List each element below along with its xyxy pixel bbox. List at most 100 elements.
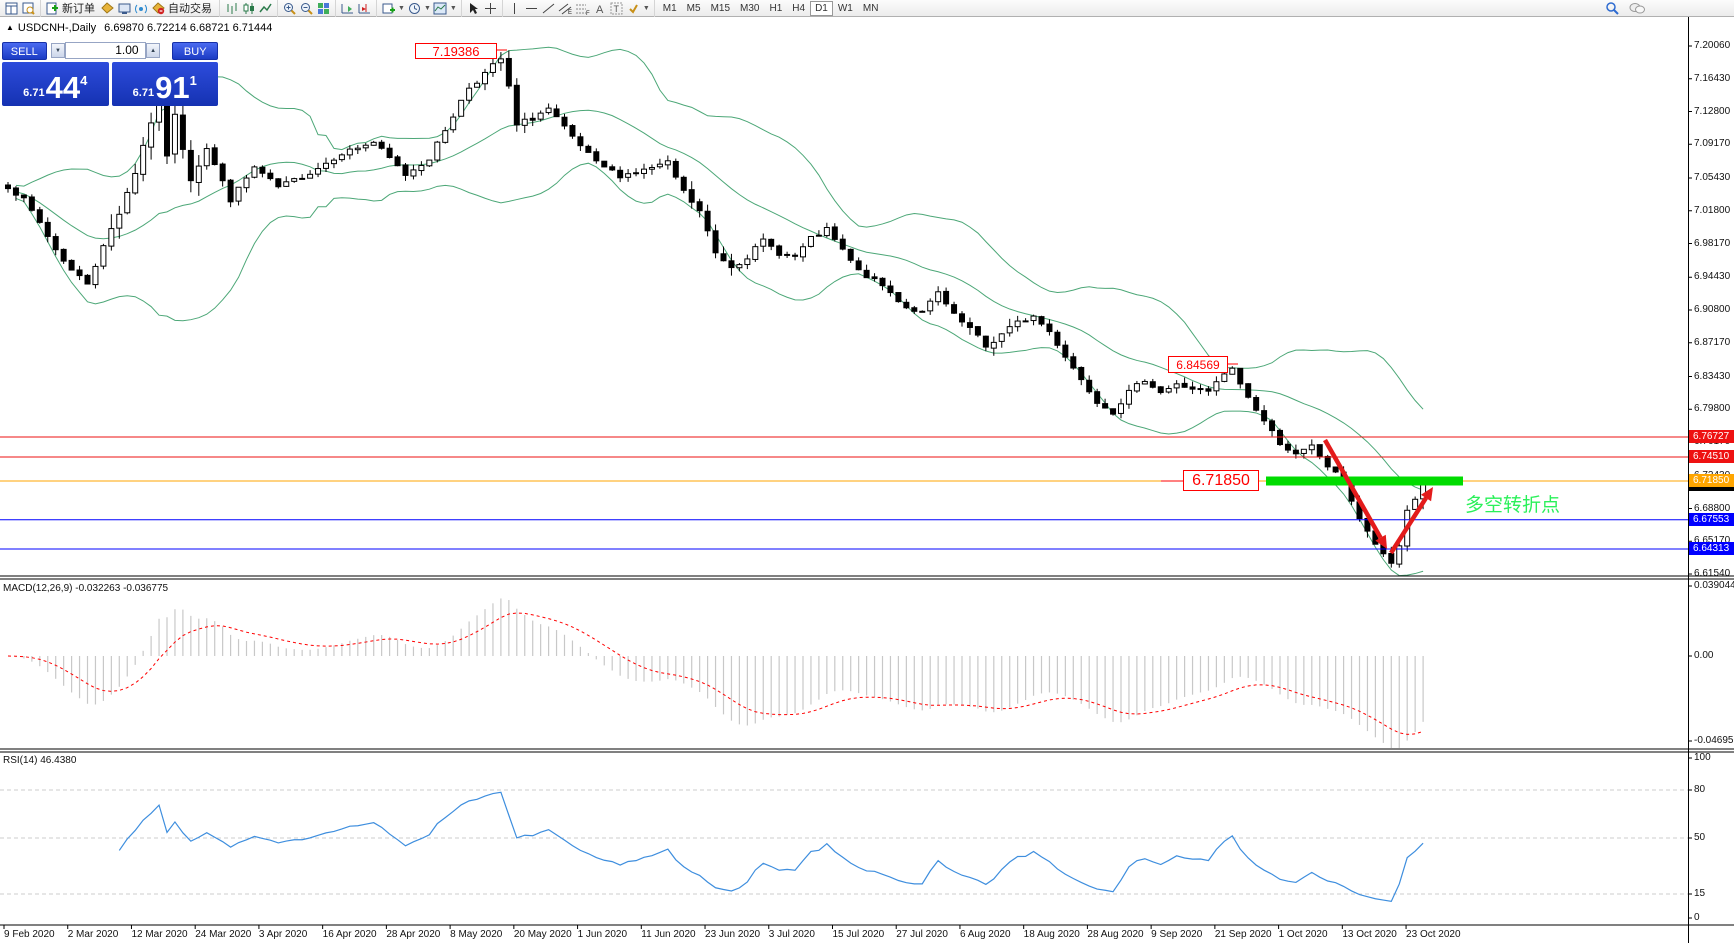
timeframe-m5[interactable]: M5 [686,2,701,14]
candle-bearish [728,260,735,269]
horizontal-line-icon[interactable] [523,1,540,16]
candle-bearish [1070,356,1077,369]
terminal-icon[interactable] [116,1,133,16]
candle-bearish [299,177,306,180]
candle-bullish [935,291,942,303]
timeframe-m1[interactable]: M1 [662,2,677,14]
candle-bullish [815,234,822,237]
tile-windows-icon[interactable] [315,1,332,16]
sell-button[interactable]: SELL [2,42,47,60]
candle-bearish [187,149,194,182]
line-chart-icon[interactable] [257,1,274,16]
timeframe-w1[interactable]: W1 [837,2,853,14]
candle-bullish [990,341,997,349]
candle-bullish [346,148,353,156]
support-zone-bar[interactable] [1266,476,1463,486]
candlestick-chart-icon[interactable] [240,1,257,16]
candle-bullish [354,147,361,151]
candle-bearish [378,141,385,149]
indicators-icon[interactable] [380,1,397,16]
timeframe-m15[interactable]: M15 [710,2,731,14]
svg-text:E: E [568,10,572,15]
text-icon[interactable]: A [591,1,608,16]
candle-bearish [1261,410,1268,422]
signals-icon[interactable] [133,1,150,16]
toolbar: 新订单 自动交易 ▼ ▼ ▼ E F A T ▼ M1 M [0,0,1734,17]
indicators-dropdown-caret[interactable]: ▼ [398,4,405,12]
candle-bullish [124,191,131,214]
periods-dropdown-caret[interactable]: ▼ [423,4,431,12]
metaeditor-icon[interactable] [99,1,116,16]
vertical-line-icon[interactable] [506,1,523,16]
candle-bearish [52,236,59,251]
candle-bearish [386,147,393,159]
svg-text:F: F [586,11,590,15]
candle-bullish [362,144,369,149]
templates-icon[interactable] [432,1,449,16]
arrows-dropdown-caret[interactable]: ▼ [642,4,650,12]
periods-icon[interactable] [406,1,423,16]
trendline-icon[interactable] [540,1,557,16]
timeframe-mn[interactable]: MN [862,2,879,14]
chat-icon[interactable] [1628,1,1646,16]
fibonacci-icon[interactable]: F [574,1,591,16]
candle-bearish [855,260,862,271]
sell-price-small: 6.71 [23,87,45,99]
cursor-icon[interactable] [465,1,482,16]
chart-window[interactable]: ▲ USDCNH-,Daily 6.69870 6.72214 6.68721 6.… [0,17,1734,943]
candle-bearish [903,301,910,309]
candle-bullish [1141,380,1148,385]
macd-signal-line [7,612,1424,735]
volume-increase-button[interactable]: ▲ [145,43,161,58]
search-icon[interactable] [1603,1,1620,16]
crosshair-icon[interactable] [482,1,499,16]
candle-bullish [1125,389,1132,405]
candle-bullish [434,141,441,161]
candle-bullish [625,173,632,178]
candle-bullish [203,148,210,167]
templates-dropdown-caret[interactable]: ▼ [449,4,457,12]
chart-canvas[interactable] [0,17,1734,943]
candle-bullish [466,87,473,101]
buy-price-display[interactable]: 6.71 91 1 [111,62,218,106]
candle-bullish [442,130,449,143]
candle-bearish [1237,367,1244,385]
candle-bearish [792,254,799,257]
timeframe-m30[interactable]: M30 [740,2,760,14]
candle-bearish [505,57,512,87]
timeframe-d1[interactable]: D1 [810,0,833,16]
toolbar-group-charttype [219,0,277,17]
equidistant-channel-icon[interactable]: E [557,1,574,16]
autotrading-icon[interactable] [150,1,167,16]
candle-bearish [1149,381,1156,388]
candle-bullish [998,333,1005,342]
auto-scroll-icon[interactable] [339,1,356,16]
candle-bullish [195,165,202,183]
candle-bullish [1229,367,1236,375]
candle-bearish [951,304,958,314]
arrows-tool-icon[interactable] [625,1,642,16]
svg-text:T: T [613,4,619,14]
timeframe-h1[interactable]: H1 [769,2,783,14]
sell-price-display[interactable]: 6.71 44 4 [2,62,109,106]
zoom-in-icon[interactable] [281,1,298,16]
trend-arrow-shaft[interactable] [1389,496,1428,555]
new-order-icon[interactable] [44,1,61,16]
zoom-out-icon[interactable] [298,1,315,16]
candle-bullish [641,168,647,174]
new-order-button[interactable]: 新订单 [62,3,95,15]
volume-input[interactable]: 1.00 [65,42,146,59]
timeframe-h4[interactable]: H4 [792,2,806,14]
candle-bullish [489,63,496,73]
market-watch-icon[interactable] [3,1,20,16]
data-window-icon[interactable] [20,1,37,16]
candle-bearish [863,269,870,279]
candle-bullish [919,310,926,313]
buy-button[interactable]: BUY [172,42,218,60]
volume-decrease-button[interactable]: ▼ [50,43,66,58]
bar-chart-icon[interactable] [223,1,240,16]
text-label-icon[interactable]: T [608,1,625,16]
chart-shift-icon[interactable] [356,1,373,16]
trend-arrow-shaft[interactable] [1323,438,1383,539]
auto-trading-button[interactable]: 自动交易 [168,3,212,15]
